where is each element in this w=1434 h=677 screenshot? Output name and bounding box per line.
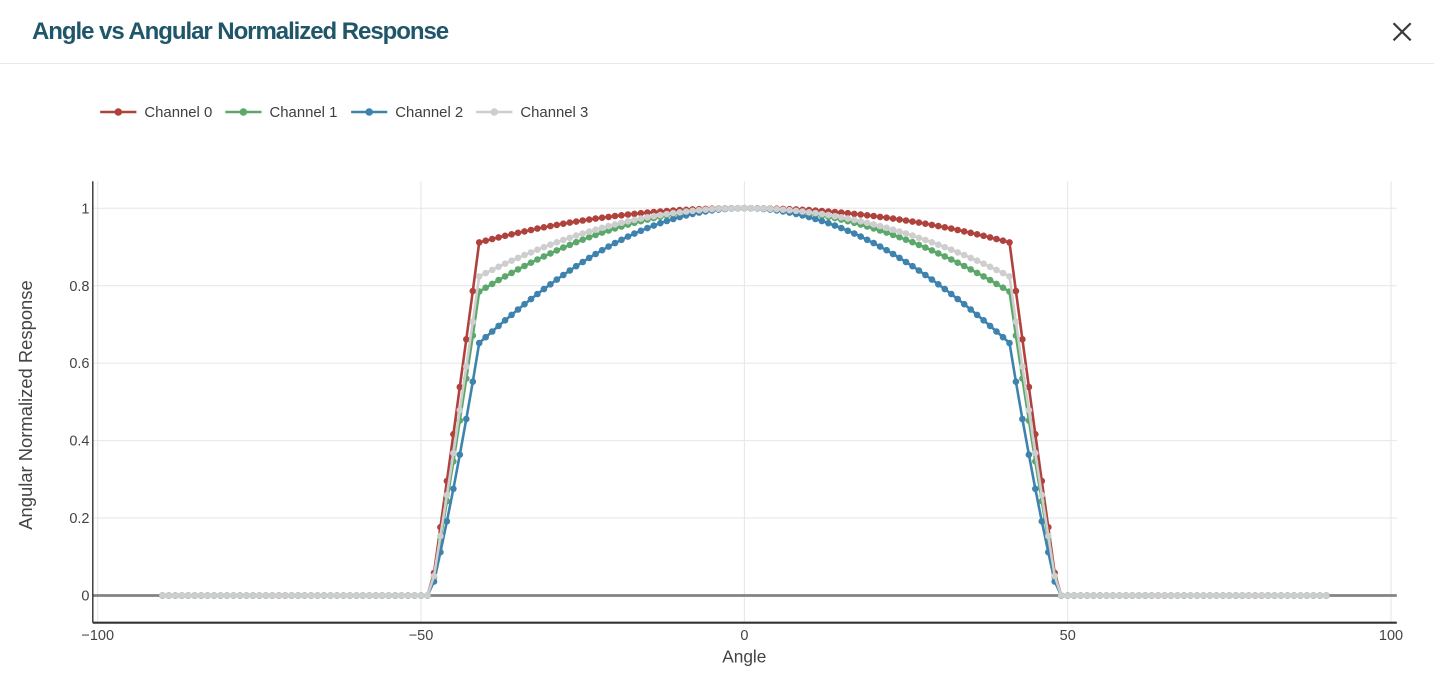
svg-text:1: 1 [81,201,89,217]
svg-text:−100: −100 [81,628,114,644]
svg-text:0: 0 [81,589,89,605]
svg-text:50: 50 [1060,628,1076,644]
svg-text:Angle: Angle [722,647,766,667]
svg-text:−50: −50 [409,628,434,644]
svg-text:100: 100 [1379,628,1403,644]
svg-text:Channel 0: Channel 0 [144,105,212,121]
svg-text:Channel 1: Channel 1 [270,105,338,121]
svg-text:0.4: 0.4 [69,434,89,450]
svg-text:0.2: 0.2 [69,511,89,527]
svg-text:0: 0 [740,628,748,644]
svg-text:Channel 3: Channel 3 [520,105,588,121]
svg-text:Angular Normalized Response: Angular Normalized Response [15,280,36,529]
svg-text:Channel 2: Channel 2 [395,105,463,121]
svg-text:0.8: 0.8 [69,279,89,295]
svg-text:0.6: 0.6 [69,356,89,372]
